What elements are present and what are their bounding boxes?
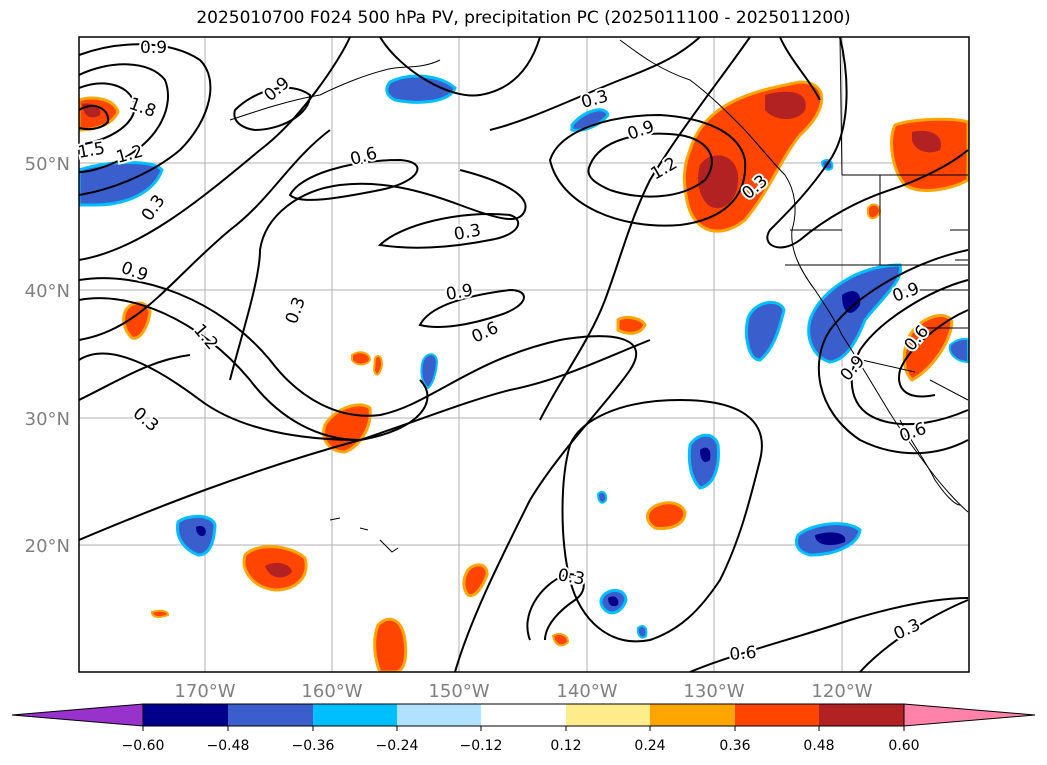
contour-label: 0.3 bbox=[138, 191, 170, 225]
colorbar-segment bbox=[481, 704, 566, 726]
contour-label: 0.3 bbox=[282, 294, 310, 326]
lat-label: 20°N bbox=[25, 536, 70, 557]
contour-label: 0.3 bbox=[129, 404, 163, 437]
lat-label: 30°N bbox=[25, 409, 70, 430]
colorbar-tick-label: −0.48 bbox=[207, 738, 250, 754]
colorbar-segment bbox=[650, 704, 735, 726]
contour-label: 0.3 bbox=[579, 87, 610, 113]
precip-positive-blob bbox=[616, 316, 647, 335]
map-frame bbox=[78, 36, 970, 673]
pv-contours bbox=[79, 37, 969, 672]
colorbar-tick-label: 0.48 bbox=[803, 738, 834, 754]
colorbar-segment bbox=[735, 704, 819, 726]
contour-label: 0.9 bbox=[140, 38, 167, 58]
precip-negative-blob bbox=[636, 625, 648, 639]
map-title: 2025010700 F024 500 hPa PV, precipitatio… bbox=[196, 8, 851, 28]
precip-positive-blob bbox=[462, 563, 489, 598]
contour-label: 0.9 bbox=[625, 117, 657, 145]
colorbar-segment bbox=[228, 704, 313, 726]
coastlines bbox=[229, 37, 969, 553]
lon-label: 160°W bbox=[301, 681, 362, 702]
colorbar-tick-label: 0.36 bbox=[719, 738, 750, 754]
lon-label: 150°W bbox=[428, 681, 489, 702]
lon-label: 140°W bbox=[556, 681, 617, 702]
colorbar-extend-left bbox=[11, 703, 144, 727]
precip-positive-blob bbox=[373, 617, 408, 672]
lon-label: 170°W bbox=[174, 681, 235, 702]
precip-negative-blob bbox=[948, 337, 969, 364]
colorbar-tick-label: −0.60 bbox=[122, 738, 165, 754]
colorbar-tick-label: 0.24 bbox=[634, 738, 665, 754]
contour-label: 0.9 bbox=[118, 258, 150, 286]
colorbar-segment bbox=[566, 704, 650, 726]
precip-positive-blob bbox=[645, 501, 687, 530]
contour-label: 1.2 bbox=[189, 320, 222, 354]
precip-positive-blob bbox=[867, 203, 882, 220]
colorbar-tick-label: −0.36 bbox=[292, 738, 335, 754]
contour-label: 1.5 bbox=[76, 139, 106, 163]
colorbar-tick-label: 0.12 bbox=[550, 738, 581, 754]
colorbar-tick-label: 0.60 bbox=[888, 738, 919, 754]
contour-label: 0.9 bbox=[444, 281, 474, 305]
contour-label: 0.9 bbox=[260, 73, 294, 106]
colorbar: −0.60 −0.48 −0.36 −0.24 −0.12 0.12 0.24 … bbox=[11, 703, 1036, 754]
colorbar-extend-right bbox=[903, 703, 1036, 727]
precip-negative-blob bbox=[596, 491, 608, 504]
contour-label: 0.6 bbox=[729, 643, 758, 665]
contour-label: 0.3 bbox=[556, 565, 586, 589]
precip-negative-blob bbox=[420, 353, 439, 390]
colorbar-segment bbox=[819, 704, 904, 726]
colorbar-segment bbox=[397, 704, 481, 726]
lon-label: 120°W bbox=[811, 681, 872, 702]
precip-positive-blob bbox=[150, 609, 170, 618]
contour-label: 1.2 bbox=[648, 153, 681, 184]
colorbar-segment bbox=[143, 704, 228, 726]
contour-label: 0.6 bbox=[348, 144, 379, 170]
longitude-labels: 170°W 160°W 150°W 140°W 130°W 120°W bbox=[174, 681, 872, 702]
lat-label: 50°N bbox=[25, 154, 70, 175]
precip-positive-blob bbox=[890, 117, 969, 192]
latitude-labels: 50°N 40°N 30°N 20°N bbox=[25, 154, 70, 557]
precip-positive-core bbox=[698, 155, 739, 209]
colorbar-tick-label: −0.12 bbox=[460, 738, 503, 754]
colorbar-frame bbox=[142, 703, 905, 727]
lat-label: 40°N bbox=[25, 281, 70, 302]
precip-negative-blob bbox=[385, 74, 457, 104]
precip-negative-blob bbox=[175, 514, 217, 557]
precip-negative-blob bbox=[807, 263, 903, 364]
precip-positive-blob bbox=[322, 403, 372, 454]
precip-anomaly-shading bbox=[79, 74, 969, 672]
precip-negative-blob bbox=[745, 301, 786, 362]
precip-positive-blob bbox=[351, 351, 372, 366]
colorbar-tick-label: −0.24 bbox=[376, 738, 419, 754]
precip-negative-blob bbox=[687, 433, 720, 490]
colorbar-segment bbox=[313, 704, 397, 726]
precip-positive-blob bbox=[372, 355, 384, 376]
precip-positive-blob bbox=[551, 633, 570, 647]
lon-label: 130°W bbox=[683, 681, 744, 702]
